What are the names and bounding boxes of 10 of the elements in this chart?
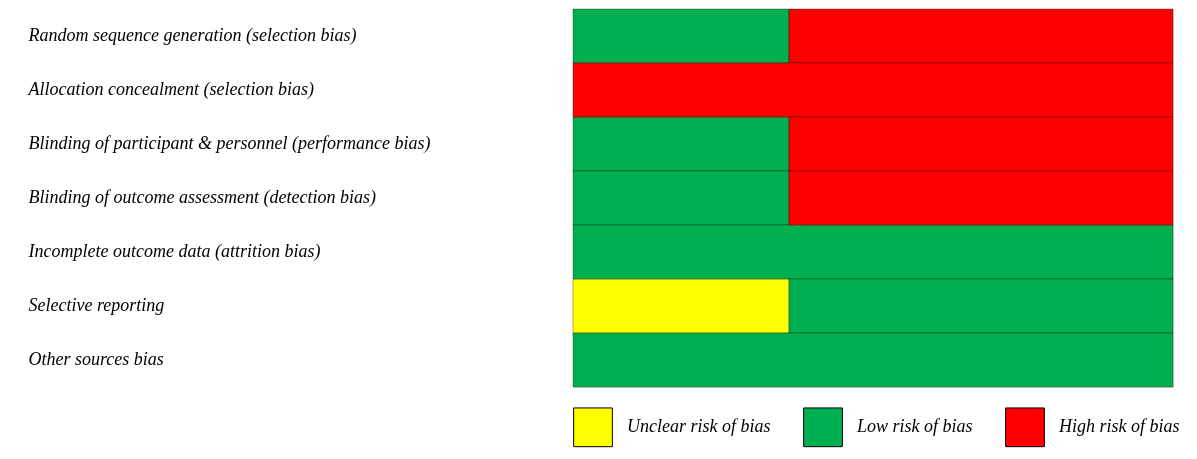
y-tick-label: Allocation concealment (selection bias) xyxy=(27,79,314,100)
y-tick-label: Blinding of participant & personnel (performance bias) xyxy=(28,133,431,154)
legend-label: Low risk of bias xyxy=(856,416,973,437)
y-tick-label: Other sources bias xyxy=(28,349,164,369)
y-tick-label: Blinding of outcome assessment (detection bias) xyxy=(28,187,376,208)
y-tick-label: Random sequence generation (selection bias) xyxy=(27,25,357,46)
legend-label: Unclear risk of bias xyxy=(627,416,771,437)
legend-label: High risk of bias xyxy=(1058,416,1180,437)
y-tick-label: Selective reporting xyxy=(28,295,165,315)
y-tick-label: Incomplete outcome data (attrition bias) xyxy=(27,241,321,262)
